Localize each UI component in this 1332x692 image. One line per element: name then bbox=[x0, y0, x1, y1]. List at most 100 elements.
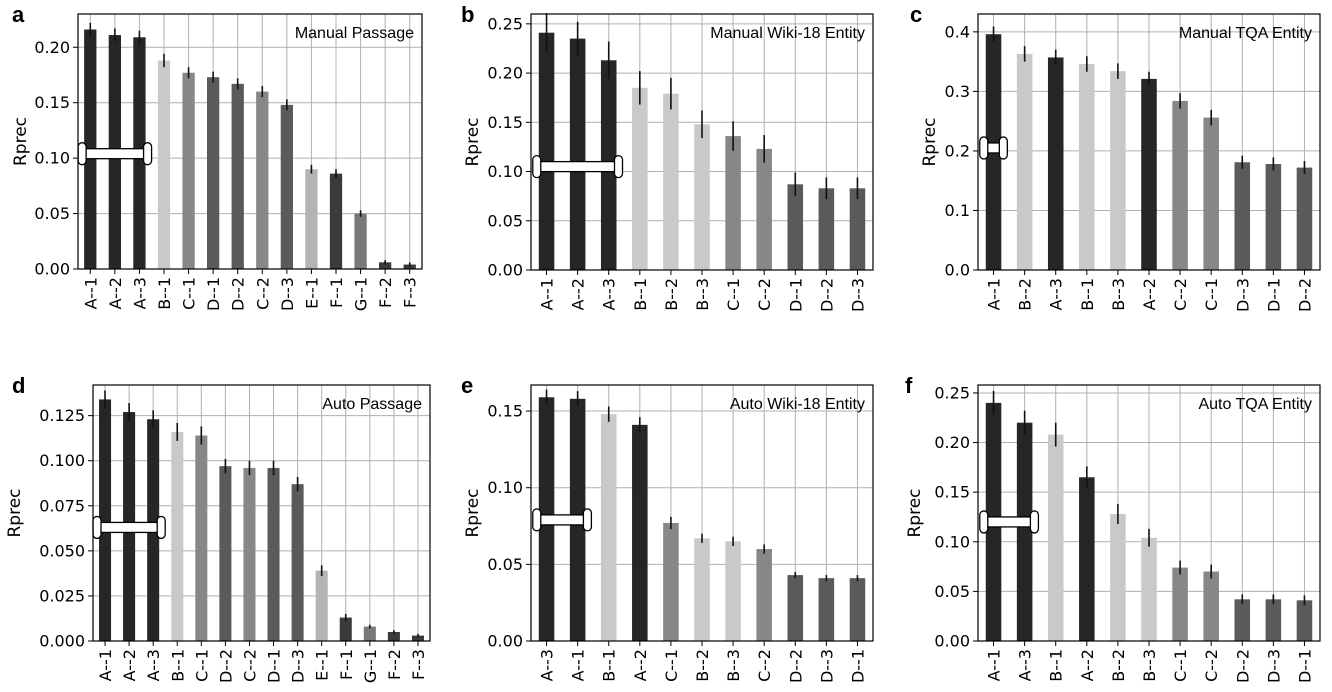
chart-title: Auto Passage bbox=[322, 396, 422, 413]
y-tick-label: 0.25 bbox=[934, 383, 970, 402]
x-tick-label: A--3 bbox=[538, 649, 557, 681]
bar bbox=[267, 467, 280, 641]
panel-letter: b bbox=[461, 2, 474, 27]
x-tick-label: A--2 bbox=[1140, 278, 1159, 310]
x-tick-label: A--1 bbox=[96, 649, 115, 681]
break-marker-cap bbox=[979, 136, 989, 160]
break-marker-shaft bbox=[985, 516, 1034, 528]
x-tick-label: D--2 bbox=[786, 649, 805, 683]
x-tick-label: A--3 bbox=[130, 277, 149, 309]
bar bbox=[1047, 434, 1064, 641]
x-tick-label: D--1 bbox=[204, 277, 223, 311]
bar bbox=[1079, 477, 1095, 641]
y-tick-label: 0.20 bbox=[487, 64, 523, 83]
break-marker bbox=[532, 154, 624, 179]
bar bbox=[329, 173, 343, 269]
chart-title: Manual TQA Entity bbox=[1179, 25, 1312, 42]
y-tick-label: 0.20 bbox=[34, 38, 70, 57]
y-tick-label: 0.05 bbox=[934, 582, 970, 601]
bar bbox=[363, 626, 376, 641]
y-tick-label: 0.1 bbox=[945, 201, 970, 220]
bar bbox=[157, 60, 171, 269]
panel-letter: a bbox=[12, 2, 25, 27]
bar bbox=[818, 188, 835, 270]
break-marker bbox=[92, 515, 166, 540]
x-tick-label: D--3 bbox=[817, 649, 836, 683]
y-tick-label: 0.15 bbox=[487, 402, 523, 421]
x-tick-label: E--1 bbox=[302, 277, 321, 309]
x-tick-label: B--1 bbox=[1047, 649, 1066, 682]
chart-title: Auto TQA Entity bbox=[1198, 396, 1312, 413]
bar bbox=[1265, 164, 1282, 270]
bar bbox=[315, 570, 328, 641]
y-axis-label: Rprec bbox=[905, 488, 925, 537]
x-tick-label: A--3 bbox=[600, 278, 619, 310]
x-tick-label: B--3 bbox=[1140, 649, 1159, 682]
x-tick-label: B--2 bbox=[1109, 649, 1128, 682]
break-marker-cap bbox=[613, 154, 624, 179]
x-tick-label: B--3 bbox=[1109, 278, 1128, 311]
x-tick-label: C--2 bbox=[240, 649, 259, 682]
x-tick-label: D--2 bbox=[817, 278, 836, 312]
y-tick-label: 0.00 bbox=[487, 261, 523, 280]
y-axis-label: Rprec bbox=[5, 488, 25, 537]
panel-e: 0.00 0.05 0.10 0.15 A--3 A--1 B--1 A--2 C--1 B--2… bbox=[461, 373, 874, 683]
panel-d: 0.000 0.025 0.050 0.075 0.100 0.125 A--1 A--2 A-… bbox=[5, 373, 431, 683]
bar bbox=[632, 424, 648, 641]
break-marker-cap bbox=[142, 142, 153, 166]
break-marker-cap bbox=[1029, 510, 1040, 534]
x-tick-label: C--2 bbox=[755, 649, 774, 682]
y-tick-label: 0.025 bbox=[39, 586, 85, 605]
y-tick-label: 0.00 bbox=[934, 632, 970, 651]
bar bbox=[243, 467, 256, 641]
panel-c: 0.0 0.1 0.2 0.3 0.4 A--1 B--2 A--3 B--1 B--3 A--2 C… bbox=[910, 2, 1321, 312]
bar bbox=[207, 77, 220, 270]
bar bbox=[1141, 537, 1157, 641]
x-tick-label: B--1 bbox=[168, 649, 187, 682]
panel-b: 0.00 0.05 0.10 0.15 0.20 0.25 A--1 A--2 A--3 B--1… bbox=[461, 2, 874, 312]
break-marker-shaft bbox=[538, 514, 587, 526]
y-tick-label: 0.100 bbox=[39, 451, 85, 470]
x-tick-label: C--1 bbox=[1171, 649, 1190, 682]
x-tick-label: D--3 bbox=[278, 277, 297, 311]
y-tick-label: 0.000 bbox=[39, 632, 85, 651]
axes-frame bbox=[92, 384, 431, 642]
bar bbox=[787, 575, 804, 641]
x-tick-label: D--3 bbox=[1233, 278, 1252, 312]
break-marker-cap bbox=[532, 154, 542, 179]
bar bbox=[379, 262, 392, 269]
y-axis-label: Rprec bbox=[920, 117, 940, 166]
y-tick-label: 0.10 bbox=[487, 478, 523, 497]
bar bbox=[663, 522, 679, 641]
x-tick-label: A--1 bbox=[985, 649, 1004, 681]
bar bbox=[1110, 71, 1126, 270]
bar bbox=[1265, 599, 1282, 641]
y-axis-label: Rprec bbox=[463, 488, 483, 537]
bar bbox=[387, 631, 400, 641]
x-tick-label: D--1 bbox=[786, 278, 805, 312]
panel-a: 0.00 0.05 0.10 0.15 0.20 A--1 A--2 A--3 B--1 C--1… bbox=[11, 2, 423, 311]
break-marker bbox=[979, 510, 1040, 534]
break-marker bbox=[532, 508, 593, 532]
y-tick-label: 0.25 bbox=[487, 14, 523, 33]
x-tick-label: D--1 bbox=[265, 649, 284, 683]
bar bbox=[182, 72, 195, 270]
y-axis-label: Rprec bbox=[463, 117, 483, 166]
x-tick-label: D--3 bbox=[848, 278, 867, 312]
break-marker-cap bbox=[156, 515, 166, 540]
x-tick-label: B--2 bbox=[693, 649, 712, 682]
bar bbox=[849, 188, 866, 270]
break-marker bbox=[77, 142, 153, 166]
y-tick-label: 0.15 bbox=[934, 483, 970, 502]
bar bbox=[1234, 599, 1251, 641]
bar bbox=[1079, 64, 1095, 270]
x-tick-label: D--2 bbox=[1233, 649, 1252, 683]
y-tick-label: 0.05 bbox=[34, 204, 70, 223]
x-tick-label: D--2 bbox=[1295, 278, 1314, 312]
x-tick-label: A--1 bbox=[985, 278, 1004, 310]
break-marker-shaft bbox=[98, 521, 160, 534]
x-tick-label: C--1 bbox=[724, 278, 743, 311]
x-tick-label: C--1 bbox=[192, 649, 211, 682]
x-tick-label: C--2 bbox=[755, 278, 774, 311]
